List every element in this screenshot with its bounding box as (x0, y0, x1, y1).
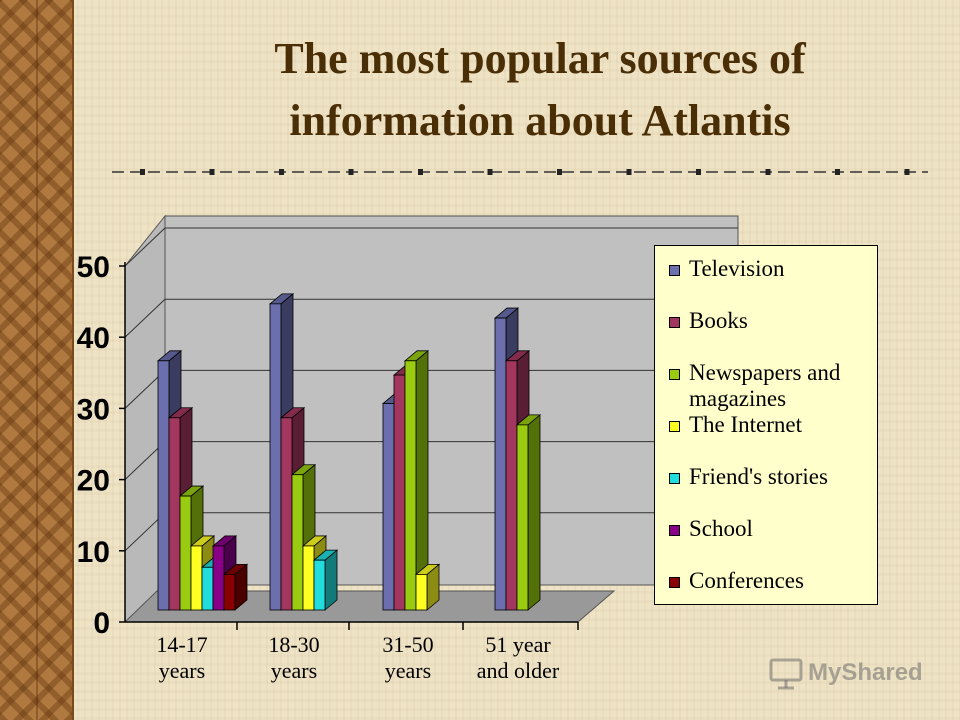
y-tick-label: 0 (93, 607, 110, 640)
divider-dot (418, 169, 423, 175)
bar-front (404, 360, 417, 611)
legend-swatch-conferences (669, 577, 680, 588)
bar-front (190, 545, 203, 611)
y-tick-label: 40 (77, 322, 110, 355)
chart-back-wall (164, 215, 739, 586)
x-category-label: 18-30 (268, 632, 319, 657)
gridline-side (124, 298, 166, 338)
projector-screen-icon (769, 658, 803, 690)
slide-title-line-2: information about Atlantis (289, 96, 791, 145)
x-category-label: years (271, 658, 317, 683)
bar-front (179, 495, 192, 611)
bar-front (269, 303, 282, 611)
legend-label-television: Television (689, 256, 785, 281)
legend-label-conferences: Conferences (689, 568, 804, 593)
bar-front (382, 403, 395, 611)
legend-swatch-books (669, 317, 680, 328)
divider-dot (765, 169, 771, 175)
divider-dot (626, 169, 632, 175)
legend-label-friends-stories: Friend's stories (689, 464, 828, 489)
legend-swatch-school (669, 525, 680, 536)
y-tick-label: 50 (77, 251, 110, 284)
x-category-label: years (385, 658, 431, 683)
bar-conferences-0 (222, 563, 249, 611)
decorative-side-strip (0, 0, 74, 720)
divider-dot (279, 169, 284, 175)
bar-front (201, 566, 214, 611)
bar-front (157, 360, 170, 611)
bar-side (527, 414, 541, 611)
bar-front (415, 574, 428, 611)
divider-dot (348, 169, 354, 175)
divider-dot (557, 169, 562, 175)
bar-friend-s-stories-1 (312, 549, 339, 611)
y-tick-label: 20 (77, 465, 110, 498)
title-divider (112, 169, 928, 175)
divider-dot (904, 169, 910, 175)
x-category-label: and older (477, 658, 560, 683)
legend-swatch-newspapers (669, 369, 680, 380)
x-category-label: 14-17 (156, 632, 207, 657)
bar-front (393, 374, 406, 611)
legend-swatch-friends-stories (669, 473, 680, 484)
slide-title-line-1: The most popular sources of (274, 34, 806, 83)
divider-dot (696, 169, 701, 175)
y-tick-label: 10 (77, 536, 110, 569)
bar-front (494, 317, 507, 611)
bar-front (212, 545, 225, 611)
divider-dot (140, 169, 145, 175)
bar-front (223, 574, 236, 611)
watermark-text: MyShared (808, 659, 923, 686)
bar-front (313, 559, 326, 611)
bar-front (505, 360, 518, 611)
bar-front (168, 417, 181, 611)
bar-newspapers-and-magazines-3 (515, 414, 542, 611)
bar-newspapers-and-magazines-2 (403, 349, 430, 611)
legend-label-books: Books (689, 308, 748, 333)
x-category-label: 51 year (485, 632, 551, 657)
y-tick-label: 30 (77, 393, 110, 426)
bar-front (280, 417, 293, 611)
divider-dot (487, 169, 493, 175)
divider-dot (209, 169, 215, 175)
slide-title: The most popular sources of information … (170, 28, 910, 152)
bar-front (302, 545, 315, 611)
legend-swatch-television (669, 265, 680, 276)
bar-front (291, 474, 304, 611)
gridline-side (124, 227, 166, 267)
x-category-label: 31-50 (382, 632, 433, 657)
legend-label-internet: The Internet (689, 412, 803, 437)
legend-swatch-internet (669, 421, 680, 432)
divider-dot (835, 169, 840, 175)
bar-the-internet-2 (414, 563, 441, 611)
legend-label-newspapers: Newspapers and magazines (689, 360, 841, 411)
bar-front (516, 424, 529, 611)
chart-legend: Television Books Newspapers and magazine… (654, 245, 878, 605)
x-category-label: years (159, 658, 205, 683)
watermark: MyShared (768, 655, 938, 695)
legend-label-school: School (689, 516, 753, 541)
